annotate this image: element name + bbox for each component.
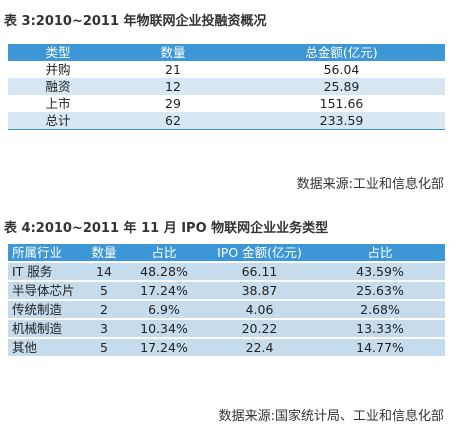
cell-amount-share: 43.59% — [315, 262, 445, 282]
investment-table: 类型 数量 总金额(亿元) 并购 21 56.04 融资 12 25.89 上市… — [8, 44, 445, 130]
table-row: 上市 29 151.66 — [8, 95, 445, 112]
table4-source: 数据来源:国家统计局、工业和信息化部 — [218, 409, 444, 424]
column-header-industry: 所属行业 — [8, 244, 84, 263]
cell-count: 14 — [84, 262, 124, 282]
cell-ipo-amount: 20.22 — [204, 319, 315, 339]
table-row: 其他 5 17.24% 22.4 14.77% — [8, 338, 445, 358]
cell-count: 3 — [84, 319, 124, 339]
column-header-count: 数量 — [108, 44, 238, 61]
cell-type: 融资 — [8, 78, 108, 95]
table3-source: 数据来源:工业和信息化部 — [296, 177, 444, 192]
cell-share: 17.24% — [124, 281, 204, 301]
table-row: IT 服务 14 48.28% 66.11 43.59% — [8, 262, 445, 282]
table-header-row: 所属行业 数量 占比 IPO 金额(亿元) 占比 — [8, 244, 445, 263]
cell-industry: IT 服务 — [8, 262, 84, 282]
cell-amount: 151.66 — [238, 95, 445, 112]
cell-amount-share: 2.68% — [315, 300, 445, 320]
cell-share: 6.9% — [124, 300, 204, 320]
cell-industry: 传统制造 — [8, 300, 84, 320]
ipo-business-table: 所属行业 数量 占比 IPO 金额(亿元) 占比 IT 服务 14 48.28%… — [8, 244, 445, 358]
table3-title: 表 3:2010~2011 年物联网企业投融资概况 — [4, 14, 267, 29]
cell-amount-share: 25.63% — [315, 281, 445, 301]
cell-industry: 半导体芯片 — [8, 281, 84, 301]
cell-count: 5 — [84, 338, 124, 358]
cell-type: 并购 — [8, 61, 108, 78]
column-header-share: 占比 — [124, 244, 204, 263]
cell-count: 5 — [84, 281, 124, 301]
cell-count: 21 — [108, 61, 238, 78]
column-header-total-amount: 总金额(亿元) — [238, 44, 445, 61]
table4-title: 表 4:2010~2011 年 11 月 IPO 物联网企业业务类型 — [4, 221, 329, 236]
cell-industry: 机械制造 — [8, 319, 84, 339]
table-row: 并购 21 56.04 — [8, 61, 445, 78]
cell-type: 上市 — [8, 95, 108, 112]
cell-type: 总计 — [8, 112, 108, 130]
cell-ipo-amount: 22.4 — [204, 338, 315, 358]
cell-ipo-amount: 38.87 — [204, 281, 315, 301]
cell-ipo-amount: 4.06 — [204, 300, 315, 320]
column-header-ipo-amount: IPO 金额(亿元) — [204, 244, 315, 263]
column-header-type: 类型 — [8, 44, 108, 61]
cell-count: 2 — [84, 300, 124, 320]
table-row: 半导体芯片 5 17.24% 38.87 25.63% — [8, 281, 445, 301]
cell-amount-share: 14.77% — [315, 338, 445, 358]
cell-count: 29 — [108, 95, 238, 112]
cell-amount: 25.89 — [238, 78, 445, 95]
column-header-amount-share: 占比 — [315, 244, 445, 263]
table-row: 融资 12 25.89 — [8, 78, 445, 95]
column-header-count: 数量 — [84, 244, 124, 263]
cell-share: 10.34% — [124, 319, 204, 339]
table-header-row: 类型 数量 总金额(亿元) — [8, 44, 445, 61]
cell-count: 62 — [108, 112, 238, 130]
cell-ipo-amount: 66.11 — [204, 262, 315, 282]
table-row: 传统制造 2 6.9% 4.06 2.68% — [8, 300, 445, 320]
table-row-total: 总计 62 233.59 — [8, 112, 445, 130]
cell-amount: 56.04 — [238, 61, 445, 78]
cell-amount: 233.59 — [238, 112, 445, 130]
cell-share: 48.28% — [124, 262, 204, 282]
cell-amount-share: 13.33% — [315, 319, 445, 339]
cell-count: 12 — [108, 78, 238, 95]
cell-share: 17.24% — [124, 338, 204, 358]
cell-industry: 其他 — [8, 338, 84, 358]
table-row: 机械制造 3 10.34% 20.22 13.33% — [8, 319, 445, 339]
